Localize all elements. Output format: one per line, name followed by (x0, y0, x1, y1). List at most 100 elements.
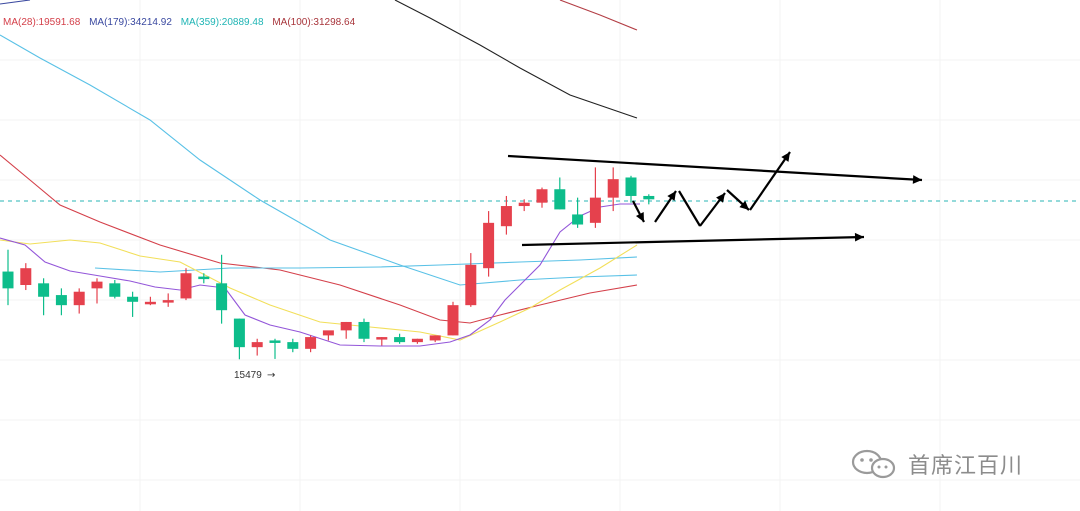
candle (269, 338, 281, 359)
zigzag-arrow-up-1-head (667, 191, 676, 201)
candle-body (447, 305, 459, 336)
candle (340, 321, 352, 339)
candle (465, 253, 477, 307)
candle-body (483, 222, 495, 269)
legend-ma179: MA(179):34214.92 (89, 17, 172, 28)
candle (38, 278, 50, 316)
ma-teal-line (94, 256, 638, 273)
candle (144, 296, 156, 306)
candle-body (429, 335, 441, 341)
candle-body (500, 206, 512, 227)
candle (554, 177, 566, 210)
candle-body (162, 300, 174, 303)
watermark: 首席江百川 (850, 448, 1023, 480)
candle (2, 249, 14, 306)
candle-body (305, 337, 317, 349)
candle (233, 318, 245, 360)
candle-body (411, 338, 423, 343)
candle (180, 268, 192, 301)
candle (643, 194, 655, 205)
moving-average-lines (0, 0, 640, 347)
candle (625, 175, 637, 203)
candle-body (518, 202, 530, 207)
candle-body (216, 283, 228, 311)
candle (322, 330, 334, 341)
candle (411, 338, 423, 344)
candle-body (198, 276, 210, 280)
low-price-label: 15479 (234, 370, 262, 381)
candle-body (2, 271, 14, 289)
candle (55, 288, 67, 316)
legend-ma359: MA(359):20889.48 (180, 17, 264, 28)
resistance-trendline-arrow-head (912, 175, 922, 184)
candle-body (376, 337, 388, 340)
candle-body (643, 195, 655, 200)
candle (162, 293, 174, 307)
ma-yellow-line (0, 239, 638, 341)
candle-body (91, 281, 103, 289)
candle-body (589, 197, 601, 223)
candle (305, 335, 317, 353)
candle-body (180, 273, 192, 299)
candle-body (607, 179, 619, 198)
breakout-arrow-up-head (781, 152, 790, 162)
zigzag-arrow-down-3-head (739, 200, 749, 210)
ma-purple-line (0, 203, 640, 347)
candle-body (144, 301, 156, 305)
candle (198, 273, 210, 284)
candle (429, 335, 441, 343)
candle-body (20, 268, 32, 285)
low-price-arrow: → (267, 370, 275, 381)
candle-body (554, 189, 566, 210)
candles (2, 167, 655, 360)
zigzag-arrow-up-2-head (716, 193, 725, 203)
legend-ma28: MA(28):19591.68 (3, 17, 81, 28)
candle (127, 291, 139, 317)
candle-body (536, 189, 548, 203)
candle (572, 197, 584, 228)
ma-blue-line (0, 0, 31, 5)
candle-body (55, 295, 67, 306)
candle-body (251, 342, 263, 348)
support-trendline-arrow (521, 235, 865, 247)
candle-body (322, 330, 334, 336)
ma-legend: MA(28):19591.68 MA(179):34214.92 MA(359)… (3, 17, 361, 28)
watermark-text: 首席江百川 (908, 454, 1024, 479)
candle-body (287, 342, 299, 349)
candle-body (269, 340, 281, 343)
candle-body (394, 337, 406, 343)
candle (216, 254, 228, 324)
candle (73, 288, 85, 314)
ma-black-line (394, 0, 638, 119)
candle (483, 211, 495, 277)
candle (358, 318, 370, 343)
candle (394, 333, 406, 344)
candle-body (233, 318, 245, 348)
ma-red-line (0, 154, 638, 324)
ma-cyan-line (0, 34, 638, 286)
candle-body (572, 214, 584, 225)
candle (500, 195, 512, 235)
breakout-arrow-up (749, 151, 791, 211)
candle (376, 337, 388, 346)
support-trendline-arrow-head (854, 232, 864, 242)
zigzag-leg-down-2 (678, 190, 701, 227)
zigzag-arrow-down-1-head (635, 212, 644, 222)
candle-body (625, 177, 637, 196)
ma-darkred-top-line (559, 0, 638, 31)
resistance-trendline-arrow (507, 154, 923, 182)
candle-body (38, 283, 50, 297)
candle (447, 301, 459, 336)
candle-body (358, 321, 370, 339)
candle-body (127, 296, 139, 302)
candle (518, 199, 530, 212)
candle-body (465, 264, 477, 306)
candle (91, 278, 103, 304)
candle (109, 279, 121, 299)
wechat-icon (851, 449, 896, 479)
candle-body (73, 291, 85, 306)
candle-body (109, 283, 121, 297)
legend-ma100: MA(100):31298.64 (272, 17, 356, 28)
